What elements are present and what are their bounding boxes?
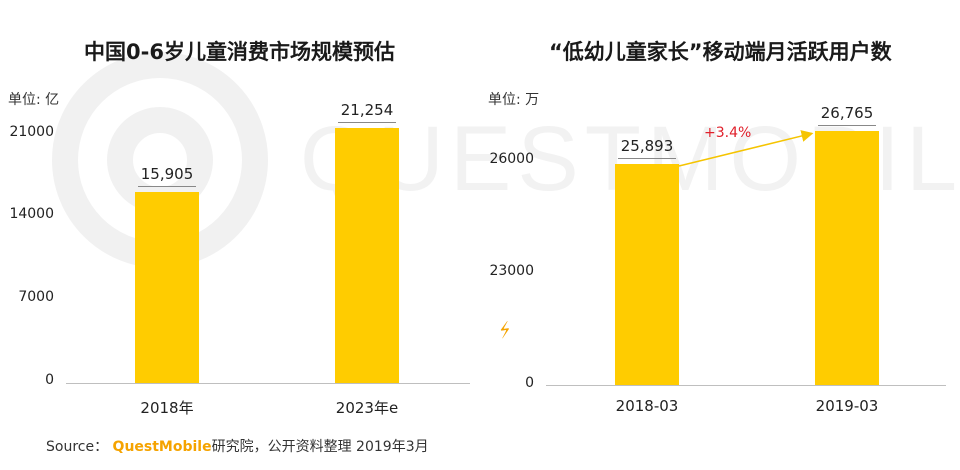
- right-unit-label: 单位: 万: [488, 92, 540, 108]
- left-ytick-7000: 7000: [18, 289, 54, 305]
- growth-label: +3.4%: [704, 125, 752, 141]
- axis-break-icon: ⚡: [494, 316, 516, 344]
- left-data-label-2018: 15,905: [140, 165, 194, 184]
- right-xtick-2018-03: 2018-03: [615, 397, 679, 415]
- left-ytick-0: 0: [45, 372, 54, 388]
- left-chart-title: 中国0-6岁儿童消费市场规模预估: [84, 40, 395, 64]
- right-xtick-2019-03: 2019-03: [815, 397, 879, 415]
- right-data-leader-2018-03: [618, 157, 676, 159]
- left-ytick-21000: 21000: [9, 124, 54, 140]
- right-bar-2018-03: [615, 163, 679, 385]
- right-data-label-2019-03: 26,765: [820, 104, 874, 123]
- left-data-leader-2023e: [338, 121, 396, 123]
- source-brand: QuestMobile: [112, 439, 212, 455]
- left-bar-2023e: [335, 127, 399, 383]
- left-unit-label: 单位: 亿: [8, 92, 60, 108]
- left-x-axis: [66, 383, 470, 384]
- right-ytick-23000: 23000: [489, 263, 534, 279]
- source-prefix: Source：: [46, 439, 109, 455]
- left-bar-2018: [135, 192, 199, 383]
- right-x-axis: [546, 385, 946, 386]
- right-chart-title: “低幼儿童家长”移动端月活跃用户数: [549, 40, 892, 64]
- right-ytick-26000: 26000: [489, 151, 534, 167]
- right-data-leader-2019-03: [818, 125, 876, 127]
- source-suffix: 研究院，公开资料整理 2019年3月: [211, 439, 429, 455]
- right-data-label-2018-03: 25,893: [620, 136, 674, 155]
- right-ytick-0: 0: [525, 375, 534, 391]
- left-xtick-2018: 2018年: [140, 399, 194, 417]
- left-data-label-2023e: 21,254: [340, 100, 394, 119]
- left-xtick-2023e: 2023年e: [335, 399, 399, 417]
- source-footer: Source： QuestMobile研究院，公开资料整理 2019年3月: [46, 436, 429, 456]
- left-ytick-14000: 14000: [9, 206, 54, 222]
- right-bar-2019-03: [815, 131, 879, 385]
- left-data-leader-2018: [138, 186, 196, 188]
